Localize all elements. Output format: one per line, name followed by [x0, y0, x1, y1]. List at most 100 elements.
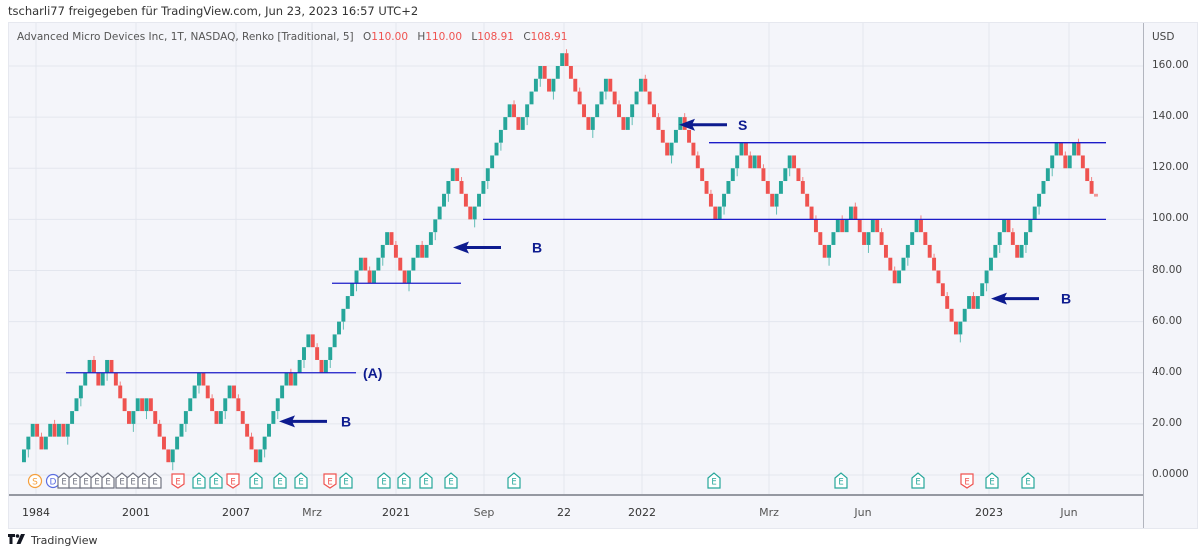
- renko-brick-down: [953, 321, 958, 335]
- annotation-label-a[interactable]: (A): [363, 365, 382, 381]
- earnings-event-icon[interactable]: [171, 473, 185, 489]
- annotation-label-b[interactable]: B: [341, 413, 351, 429]
- renko-brick-up: [358, 257, 363, 271]
- annotation-label-b[interactable]: B: [532, 239, 542, 255]
- renko-brick-up: [350, 283, 355, 297]
- renko-brick-down: [805, 193, 810, 207]
- annotation-label-s[interactable]: S: [738, 117, 747, 133]
- renko-brick-up: [328, 347, 333, 360]
- earnings-event-icon[interactable]: [294, 472, 308, 489]
- renko-brick-down: [39, 436, 44, 450]
- close-label: C: [523, 31, 531, 43]
- renko-brick-up: [993, 244, 998, 258]
- renko-brick-up: [192, 385, 197, 399]
- renko-brick-up: [494, 142, 499, 156]
- renko-brick-down: [205, 385, 210, 399]
- renko-brick-down: [547, 78, 551, 92]
- annotation-label-b[interactable]: B: [1061, 291, 1071, 307]
- chart-frame[interactable]: B (A) B S B S D E E E E E E E E E E E E E E E E E E E E E E E E E E E E E A…: [8, 22, 1198, 529]
- renko-brick-down: [92, 359, 96, 373]
- earnings-event-icon[interactable]: [273, 472, 287, 489]
- earnings-event-icon[interactable]: [985, 472, 999, 489]
- renko-brick-down: [971, 296, 976, 309]
- renko-brick-up: [87, 359, 92, 373]
- renko-brick-up: [866, 232, 871, 245]
- renko-brick-up: [1072, 142, 1077, 156]
- earnings-event-icon[interactable]: [911, 472, 925, 489]
- renko-brick-down: [888, 257, 893, 271]
- renko-brick-down: [96, 372, 101, 386]
- earnings-event-icon[interactable]: [707, 472, 721, 489]
- renko-brick-down: [770, 193, 775, 207]
- time-tick-label: 2022: [628, 506, 656, 519]
- renko-brick-up: [905, 244, 910, 258]
- event-marker-label: E: [119, 478, 124, 488]
- symbol-title[interactable]: Advanced Micro Devices Inc, 1T, NASDAQ, …: [17, 31, 354, 43]
- event-marker-label: E: [381, 478, 386, 488]
- earnings-event-icon[interactable]: [226, 473, 240, 489]
- chart-legend: Advanced Micro Devices Inc, 1T, NASDAQ, …: [17, 31, 567, 43]
- earnings-event-icon[interactable]: [377, 472, 391, 489]
- earnings-event-icon[interactable]: [960, 473, 974, 489]
- price-tick-label: 100.00: [1152, 212, 1189, 225]
- earnings-event-icon[interactable]: [209, 472, 223, 489]
- renko-brick-down: [708, 193, 713, 207]
- renko-brick-up: [175, 436, 180, 450]
- renko-brick-up: [870, 219, 875, 233]
- renko-brick-down: [420, 244, 425, 258]
- renko-brick-up: [555, 66, 560, 79]
- price-axis[interactable]: USD 160.00 140.00 120.00 100.00 80.00 60.00 40…: [1143, 23, 1198, 528]
- renko-brick-up: [634, 91, 639, 105]
- renko-brick-up: [897, 270, 902, 284]
- renko-brick-down: [665, 142, 670, 156]
- renko-brick-down: [363, 257, 368, 271]
- renko-brick-down: [949, 308, 954, 322]
- earnings-event-icon[interactable]: [419, 472, 433, 489]
- renko-brick-up: [787, 155, 792, 169]
- renko-brick-up: [74, 398, 79, 412]
- earnings-event-icon[interactable]: [397, 472, 411, 489]
- renko-brick-up: [967, 296, 972, 309]
- arrow-left-icon[interactable]: [279, 415, 295, 428]
- renko-brick-up: [525, 104, 530, 118]
- time-axis[interactable]: 1984 2001 2007 Mrz 2021 Sep 22 2022 Mrz Jun 2023 Ju…: [9, 494, 1143, 530]
- earnings-event-icon[interactable]: [249, 472, 263, 489]
- renko-brick-up: [275, 398, 280, 412]
- renko-brick-up: [131, 411, 136, 424]
- renko-brick-down: [310, 334, 315, 348]
- renko-brick-up: [100, 372, 105, 386]
- renko-brick-down: [468, 206, 473, 220]
- renko-brick-up: [302, 347, 306, 360]
- last-partial-brick: [1094, 193, 1098, 197]
- earnings-event-icon[interactable]: [323, 473, 337, 489]
- earnings-event-icon[interactable]: [339, 472, 353, 489]
- earnings-event-icon[interactable]: [1021, 472, 1035, 489]
- renko-brick-up: [472, 206, 477, 220]
- renko-brick-down: [612, 91, 617, 105]
- event-marker-label: E: [401, 478, 406, 488]
- arrow-left-icon[interactable]: [679, 118, 695, 131]
- earnings-event-icon[interactable]: [834, 472, 848, 489]
- renko-brick-up: [442, 193, 446, 207]
- price-tick-label: 20.00: [1152, 416, 1183, 429]
- arrow-left-icon[interactable]: [991, 292, 1007, 305]
- renko-brick-up: [341, 308, 346, 322]
- earnings-event-icon[interactable]: [507, 472, 521, 489]
- renko-brick-down: [463, 193, 468, 207]
- renko-brick-up: [726, 181, 731, 194]
- earnings-event-icon[interactable]: [101, 472, 115, 489]
- price-tick-label: 140.00: [1152, 110, 1189, 123]
- earnings-event-icon[interactable]: [192, 472, 206, 489]
- renko-brick-up: [595, 104, 600, 118]
- earnings-event-icon[interactable]: [444, 472, 458, 489]
- renko-brick-down: [1058, 142, 1063, 156]
- arrow-left-icon[interactable]: [453, 241, 469, 254]
- renko-brick-down: [512, 104, 516, 118]
- renko-brick-down: [660, 129, 665, 143]
- earnings-event-icon[interactable]: [148, 472, 162, 489]
- renko-brick-down: [52, 423, 57, 437]
- split-event-icon[interactable]: [27, 473, 43, 489]
- renko-brick-up: [848, 206, 853, 220]
- renko-brick-up: [78, 385, 83, 399]
